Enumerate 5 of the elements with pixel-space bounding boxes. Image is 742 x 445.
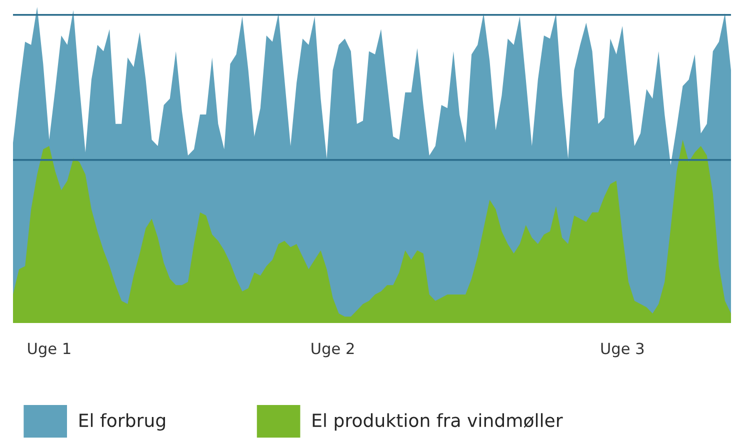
x-tick-label: Uge 2: [312, 342, 354, 358]
x-tick-label: Uge 3: [601, 342, 644, 358]
legend-label: El forbrug: [80, 413, 165, 431]
legend-label: El produktion fra vindmøller: [312, 413, 563, 431]
x-tick-label: Uge 1: [28, 342, 70, 358]
